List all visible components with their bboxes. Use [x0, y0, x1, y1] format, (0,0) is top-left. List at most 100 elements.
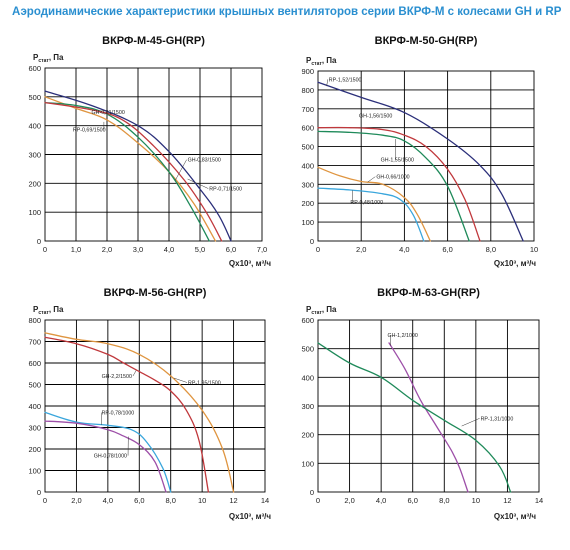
y-tick-label: 600: [301, 316, 314, 325]
y-tick-label: 0: [37, 488, 41, 497]
y-tick-label: 200: [301, 431, 314, 440]
x-tick-label: 2,0: [356, 245, 366, 254]
series-line: [317, 187, 425, 242]
y-tick-label: 500: [301, 345, 314, 354]
x-tick-label: 14: [535, 496, 543, 505]
series-label: GH-1,56/1500: [359, 113, 392, 119]
x-tick-label: 0: [316, 496, 320, 505]
x-tick-label: 12: [503, 496, 511, 505]
series-label: GH-1,55/1500: [381, 158, 414, 164]
x-axis-label: Qx10³, м³/ч: [229, 259, 271, 268]
series-label-leader: [461, 418, 480, 427]
y-tick-label: 400: [301, 161, 314, 170]
chart-vkrf-50: ВКРФ-М-50-GH(RP) Pстат, Па 0 2,0 4,0 6,0 8,0 10…: [301, 35, 538, 268]
series-label-leader: [326, 79, 329, 87]
series-line: [44, 332, 235, 493]
y-tick-label: 500: [28, 93, 41, 102]
series-label: RP-1,52/1500: [329, 77, 362, 83]
y-tick-label: 100: [28, 467, 41, 476]
x-tick-label: 6,0: [134, 496, 144, 505]
series-label: GH-0,83/1500: [188, 158, 221, 164]
x-axis-label: Qx10³, м³/ч: [494, 512, 536, 521]
x-tick-label: 10: [472, 496, 480, 505]
series-label: RP-1,95/1500: [188, 381, 221, 387]
series-line: [317, 81, 524, 242]
series-line: [317, 126, 481, 242]
series-line: [44, 336, 210, 493]
y-tick-label: 200: [28, 179, 41, 188]
series-label: RP-0,48/1000: [350, 200, 383, 206]
plot-frame: [44, 67, 263, 242]
x-tick-label: 4,0: [399, 245, 409, 254]
y-tick-label: 600: [301, 124, 314, 133]
y-tick-label: 0: [310, 488, 314, 497]
y-tick-label: 600: [28, 64, 41, 73]
chart-vkrf-56: ВКРФ-М-56-GH(RP) Pстат, Па 0 2,0 4,0 6,0 8,0 10…: [28, 287, 271, 521]
chart-vkrf-63: ВКРФ-М-63-GH(RP) Pстат, Па 0 2,0 4,0 6,0 8,0 10…: [301, 287, 543, 521]
x-tick-label: 10: [530, 245, 538, 254]
chart-title: ВКРФ-М-63-GH(RP): [377, 287, 480, 299]
x-tick-label: 8,0: [165, 496, 175, 505]
series-line: [44, 411, 172, 493]
y-tick-label: 500: [28, 381, 41, 390]
series-line: [44, 96, 217, 242]
y-tick-label: 100: [28, 208, 41, 217]
y-tick-label: 400: [28, 402, 41, 411]
series-label: RP-0,78/1000: [102, 411, 135, 417]
series-label-leader: [367, 176, 376, 183]
series-label-leader: [132, 370, 137, 377]
y-tick-label: 300: [28, 151, 41, 160]
y-tick-label: 0: [310, 237, 314, 246]
x-tick-label: 1,0: [71, 245, 81, 254]
x-tick-label: 10: [198, 496, 206, 505]
series-line: [388, 342, 469, 493]
x-tick-label: 0: [316, 245, 320, 254]
x-axis-label: Qx10³, м³/ч: [494, 259, 536, 268]
x-tick-label: 6,0: [442, 245, 452, 254]
y-tick-label: 900: [301, 67, 314, 76]
x-tick-label: 8,0: [486, 245, 496, 254]
series-line: [44, 101, 223, 242]
x-tick-label: 0: [43, 245, 47, 254]
series-label: GH-0,66/1000: [376, 175, 409, 181]
y-tick-label: 100: [301, 218, 314, 227]
y-tick-label: 700: [28, 338, 41, 347]
x-tick-label: 2,0: [102, 245, 112, 254]
y-tick-label: 600: [28, 359, 41, 368]
x-tick-label: 12: [229, 496, 237, 505]
x-tick-label: 4,0: [164, 245, 174, 254]
x-tick-label: 2,0: [344, 496, 354, 505]
series-label: RP-0,71/1500: [209, 187, 242, 193]
series-label: RP-0,69/1500: [73, 127, 106, 133]
y-axis-label: Pстат, Па: [306, 305, 337, 316]
chart-title: ВКРФ-М-45-GH(RP): [102, 35, 205, 47]
x-tick-label: 6,0: [407, 496, 417, 505]
x-tick-label: 2,0: [71, 496, 81, 505]
y-tick-label: 500: [301, 143, 314, 152]
x-tick-label: 3,0: [133, 245, 143, 254]
x-tick-label: 14: [261, 496, 269, 505]
x-tick-label: 4,0: [103, 496, 113, 505]
series-line: [44, 101, 210, 242]
plot-frame: [317, 70, 535, 242]
y-axis-label: Pстат, Па: [33, 53, 64, 64]
y-axis-label: Pстат, Па: [33, 305, 64, 316]
series-label-leader: [173, 377, 188, 383]
y-tick-label: 300: [301, 180, 314, 189]
y-tick-label: 700: [301, 105, 314, 114]
y-axis-label: Pстат, Па: [306, 56, 337, 67]
x-axis-label: Qx10³, м³/ч: [229, 512, 271, 521]
x-tick-label: 6,0: [226, 245, 236, 254]
series-label: GH-0,81/1500: [92, 110, 125, 116]
series-label-leader: [187, 178, 209, 189]
plot-frame: [44, 319, 266, 493]
series-label: GH-2,2/1500: [102, 374, 132, 380]
x-tick-label: 4,0: [376, 496, 386, 505]
y-tick-label: 200: [28, 445, 41, 454]
y-tick-label: 200: [301, 199, 314, 208]
y-tick-label: 800: [301, 86, 314, 95]
series-label: GH-1,2/1000: [387, 333, 417, 339]
y-tick-label: 0: [37, 237, 41, 246]
x-tick-label: 0: [43, 496, 47, 505]
series-label: RP-1,31/1000: [481, 416, 514, 422]
